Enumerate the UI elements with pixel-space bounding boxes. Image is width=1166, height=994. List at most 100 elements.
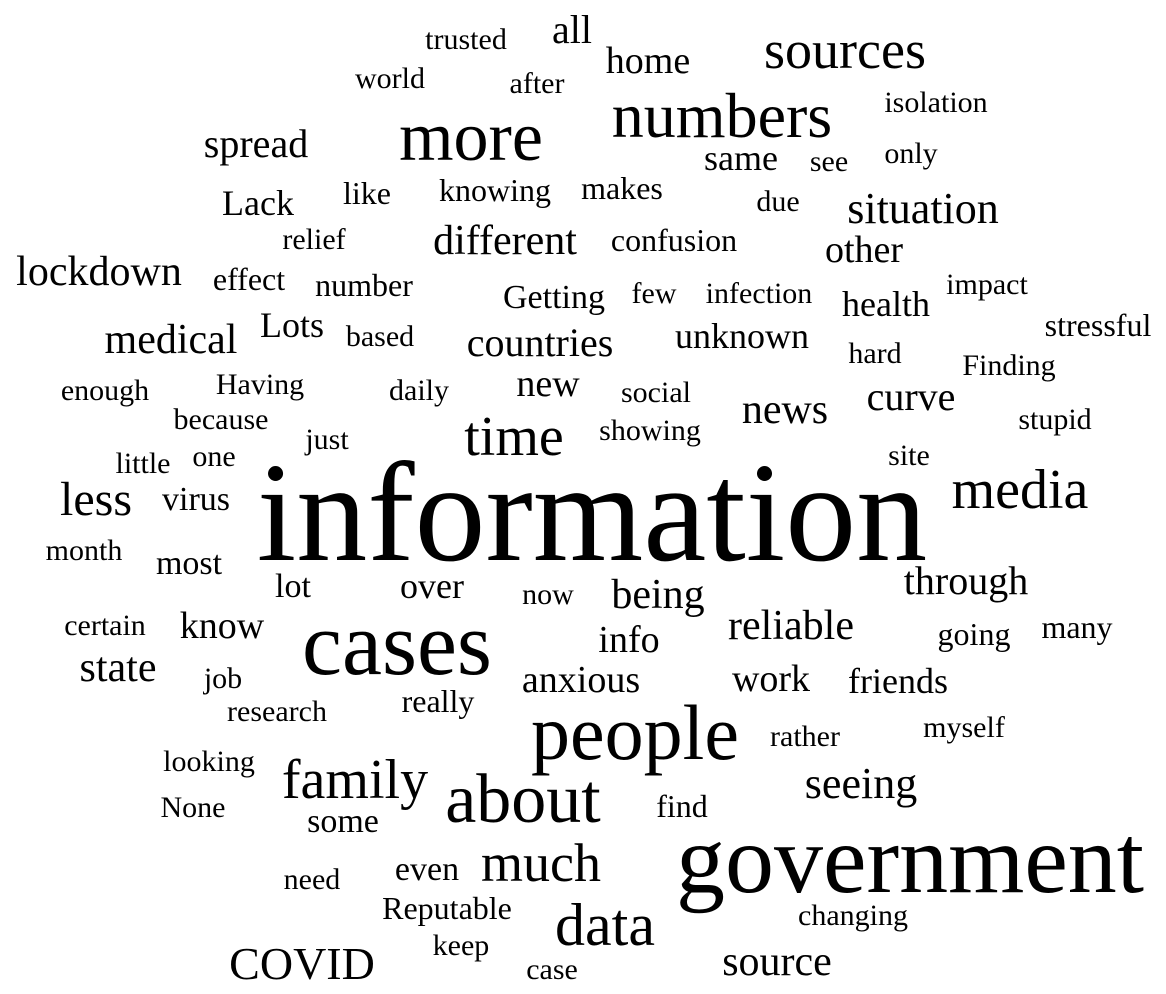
word-based: based [345,320,415,353]
word-same: same [704,138,778,178]
word-stressful: stressful [1044,307,1152,343]
word-about: about [445,761,601,838]
word-spread: spread [203,121,309,166]
word-confusion: confusion [610,222,738,258]
word-friends: friends [848,661,948,701]
word-numbers: numbers [611,80,833,151]
word-social: social [621,376,691,409]
word-effect: effect [212,261,286,297]
word-covid: COVID [229,938,375,989]
word-finding: Finding [962,349,1056,382]
word-only: only [884,137,938,170]
word-looking: looking [163,745,255,778]
word-countries: countries [466,320,614,365]
word-curve: curve [866,374,956,419]
word-some: some [307,803,379,840]
word-due: due [756,185,800,218]
word-case: case [526,953,578,986]
word-situation: situation [847,184,999,233]
word-because: because [173,403,269,436]
word-virus: virus [162,481,230,518]
word-info: info [598,619,660,661]
word-myself: myself [923,711,1005,744]
word-source: source [722,939,832,985]
word-know: know [179,605,265,647]
word-medical: medical [104,317,238,363]
word-after: after [509,67,565,100]
word-daily: daily [389,374,449,407]
word-other: other [824,229,904,271]
word-like: like [343,175,391,211]
word-anxious: anxious [521,659,641,701]
word-new: new [516,363,580,405]
word-cases: cases [302,595,492,694]
word-stupid: stupid [1018,403,1092,436]
word-none: None [160,791,226,824]
word-relief: relief [282,223,346,256]
word-showing: showing [599,414,701,447]
word-less: less [60,473,132,526]
word-trusted: trusted [425,23,507,56]
word-now: now [522,578,574,611]
word-different: different [433,218,577,264]
word-lot: lot [275,568,311,605]
word-need: need [283,863,341,896]
word-more: more [399,99,543,176]
word-through: through [903,558,1029,603]
word-lots: Lots [259,305,325,345]
word-health: health [842,284,930,324]
word-really: really [401,683,475,719]
word-data: data [555,892,655,958]
word-isolation: isolation [884,86,988,119]
word-reputable: Reputable [382,890,512,926]
word-home: home [605,40,691,82]
word-much: much [481,833,601,893]
word-media: media [951,459,1089,521]
word-people: people [531,689,739,776]
word-world: world [355,62,425,95]
word-number: number [315,267,413,303]
word-keep: keep [432,929,490,962]
word-month: month [45,534,123,567]
word-changing: changing [798,899,908,932]
word-rather: rather [770,720,840,753]
word-getting: Getting [503,279,605,316]
word-infection: infection [705,277,813,310]
word-one: one [192,440,236,473]
word-seeing: seeing [804,759,918,808]
word-certain: certain [64,609,146,642]
word-few: few [631,277,677,310]
word-lockdown: lockdown [16,249,182,295]
word-many: many [1041,609,1113,645]
word-research: research [227,695,327,728]
word-hard: hard [848,337,902,370]
word-going: going [937,616,1011,652]
word-sources: sources [764,20,926,80]
word-enough: enough [60,374,150,407]
word-work: work [731,658,811,700]
word-lack: Lack [222,183,294,223]
word-impact: impact [946,268,1028,301]
word-having: Having [215,368,305,401]
word-over: over [400,566,464,606]
word-information: information [256,433,928,591]
word-state: state [79,645,157,691]
word-time: time [464,406,564,468]
word-site: site [888,439,930,472]
word-makes: makes [581,170,663,206]
word-most: most [155,545,223,582]
word-find: find [656,788,708,824]
word-government: government [675,806,1145,914]
word-just: just [305,423,349,456]
word-see: see [809,145,849,178]
word-little: little [115,447,171,480]
word-all: all [552,7,592,52]
word-reliable: reliable [728,603,854,649]
word-unknown: unknown [675,316,809,356]
word-being: being [611,572,705,618]
word-knowing: knowing [439,172,551,208]
word-family: family [281,749,429,811]
word-even: even [394,851,460,888]
word-job: job [203,662,243,695]
